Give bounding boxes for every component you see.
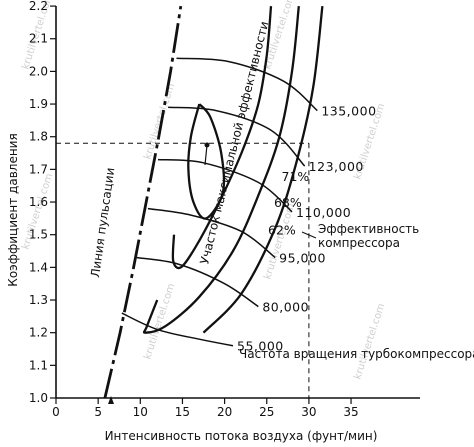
y-tick-label: 1.4 <box>29 260 48 274</box>
y-ticks: 1.0 1.1 1.2 1.3 1.4 1.5 1.6 1.7 1.8 1.9 2.0 2.1 2.2 <box>29 0 56 405</box>
speed-line-label: 123,000 <box>309 159 364 174</box>
y-tick-label: 1.6 <box>29 195 48 209</box>
efficiency-contour <box>171 6 273 270</box>
compressor-efficiency-label-1: Эффективность <box>318 222 419 236</box>
watermark-text: krutilvertel.com <box>352 302 387 381</box>
efficiency-contour <box>202 5 324 334</box>
speed-line <box>176 57 318 112</box>
y-tick-label: 1.0 <box>29 391 48 405</box>
surge-line-label: Линия пульсации <box>88 167 117 279</box>
speed-line-label: 110,000 <box>296 205 351 220</box>
y-tick-label: 1.9 <box>29 97 48 111</box>
x-tick-label: 30 <box>301 405 316 419</box>
y-tick-label: 1.1 <box>29 358 48 372</box>
speed-line-label: 95,000 <box>279 251 326 266</box>
y-tick-label: 1.8 <box>29 130 48 144</box>
speed-line <box>147 207 276 259</box>
speed-line <box>121 312 234 347</box>
surge-line <box>103 5 183 399</box>
speed-labels: 55,000 80,000 95,000 110,000 123,000 135,000 <box>237 104 376 354</box>
efficiency-label: 62% <box>268 223 296 238</box>
x-tick-label: 10 <box>133 405 148 419</box>
efficiency-label: 68% <box>274 195 302 210</box>
turbo-speed-label: Частота вращения турбокомпрессора <box>239 347 474 361</box>
compressor-efficiency-label-2: компрессора <box>318 236 400 250</box>
x-tick-label: 0 <box>52 405 60 419</box>
y-tick-label: 2.0 <box>29 64 48 78</box>
speed-lines <box>121 57 318 347</box>
watermark-text: krutilvertel.com <box>142 82 177 161</box>
speed-line <box>136 256 259 308</box>
x-tick-label: 35 <box>343 405 358 419</box>
speed-line-label: 80,000 <box>262 300 309 315</box>
x-tick-label: 20 <box>217 405 232 419</box>
axis-pointer-arrow <box>108 396 114 404</box>
x-tick-label: 25 <box>259 405 274 419</box>
speed-line <box>157 158 293 213</box>
y-tick-label: 1.7 <box>29 162 48 176</box>
efficiency-contour <box>142 5 300 334</box>
x-tick-label: 5 <box>94 405 102 419</box>
y-tick-label: 2.1 <box>29 32 48 46</box>
efficiency-leader-line <box>301 231 317 239</box>
x-axis-title: Интенсивность потока воздуха (фунт/мин) <box>105 429 378 443</box>
speed-line <box>168 106 306 167</box>
efficiency-contours <box>142 5 324 334</box>
efficiency-label: 71% <box>282 169 310 184</box>
efficiency-labels: 71% 68% 62% <box>268 169 309 238</box>
efficiency-contour <box>187 103 226 220</box>
speed-line-label: 135,000 <box>321 104 376 119</box>
y-tick-label: 1.3 <box>29 293 48 307</box>
reference-pointer <box>204 144 208 166</box>
x-ticks: 0 5 10 15 20 25 30 35 <box>52 398 359 419</box>
speed-line-label: 55,000 <box>237 339 284 354</box>
watermarks: krutilvertel.comkrutilvertel.comkrutilve… <box>20 0 387 381</box>
y-tick-label: 1.5 <box>29 228 48 242</box>
y-tick-label: 1.2 <box>29 326 48 340</box>
y-axis-title: Коэффициент давления <box>6 133 20 286</box>
x-tick-label: 15 <box>175 405 190 419</box>
y-tick-label: 2.2 <box>29 0 48 13</box>
